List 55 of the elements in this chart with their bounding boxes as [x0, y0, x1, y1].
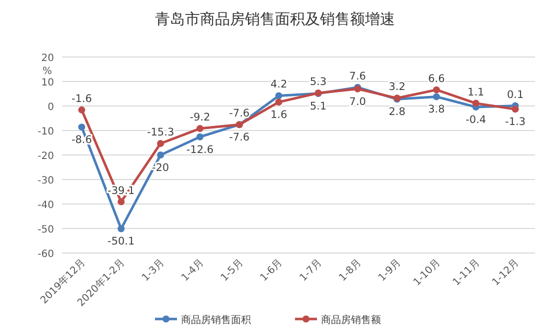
y-tick-label: 10	[41, 78, 54, 88]
point	[275, 92, 282, 100]
data-label: 2.8	[388, 106, 406, 118]
x-tick-label: 1-6月	[258, 257, 285, 284]
data-label: 5.1	[310, 100, 327, 113]
point	[275, 98, 282, 106]
point	[118, 225, 125, 232]
y-tick-label: -20	[38, 151, 54, 162]
data-label: -9.2	[190, 112, 210, 124]
data-label: -7.6	[229, 108, 250, 120]
data-label: -7.6	[229, 132, 250, 144]
x-tick-label: 1-3月	[140, 257, 167, 284]
point	[432, 86, 440, 94]
data-label: 6.6	[428, 72, 446, 85]
point	[157, 140, 164, 147]
y-tick-label: -30	[38, 176, 54, 186]
x-tick-label: 1-7月	[298, 257, 324, 284]
point	[196, 125, 204, 132]
data-label: 1.6	[270, 109, 288, 122]
point	[78, 106, 86, 114]
legend-label: 商品房销售额	[321, 314, 381, 326]
data-label: -50.1	[108, 236, 135, 248]
data-label: 0.1	[506, 88, 524, 101]
y-tick-label: 20	[41, 53, 54, 64]
data-label: -0.4	[466, 114, 486, 126]
x-tick-label: 1-5月	[219, 257, 246, 284]
point	[157, 152, 164, 158]
legend-label: 商品房销售面积	[181, 314, 251, 326]
data-label: -1.3	[505, 116, 526, 128]
data-label: -12.6	[186, 144, 214, 156]
data-label: 5.3	[310, 76, 327, 88]
data-label: 3.8	[428, 104, 445, 116]
point	[512, 106, 519, 113]
data-label: -15.3	[146, 126, 174, 138]
point	[118, 198, 125, 206]
point	[196, 133, 204, 140]
y-tick-label: 0	[48, 102, 54, 113]
data-label: -1.6	[71, 92, 92, 105]
data-label: 7.6	[349, 70, 366, 82]
point	[78, 124, 86, 131]
chart-title: 青岛市商品房销售面积及销售额增速	[155, 10, 395, 28]
data-label: 4.2	[270, 78, 288, 91]
y-tick-label: -60	[38, 249, 54, 260]
data-label: 3.2	[388, 81, 406, 94]
y-axis-title: %	[42, 66, 52, 77]
y-tick-label: -40	[38, 200, 54, 211]
data-label: 7.0	[349, 96, 366, 108]
x-tick-label: 1-8月	[337, 257, 364, 284]
x-tick-label: 1-4月	[180, 257, 206, 284]
data-label: 1.1	[468, 86, 484, 98]
point	[432, 93, 440, 100]
y-tick-label: -50	[38, 224, 54, 236]
y-tick-label: -10	[38, 126, 54, 138]
point	[472, 100, 480, 107]
x-tick-label: 1-9月	[376, 257, 404, 284]
